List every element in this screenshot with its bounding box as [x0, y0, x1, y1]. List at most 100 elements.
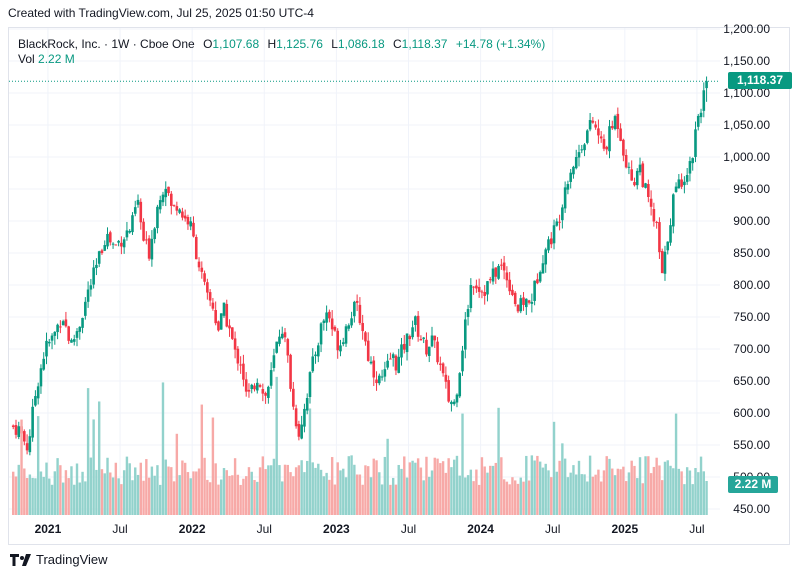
- volume-bar: [638, 457, 642, 515]
- candle-body: [491, 268, 495, 282]
- volume-bar: [322, 476, 326, 515]
- volume-bar: [67, 478, 70, 515]
- volume-bar: [303, 472, 306, 515]
- candle-body: [200, 267, 204, 272]
- candle-body: [608, 126, 611, 152]
- candle-body: [397, 356, 401, 373]
- volume-bar: [292, 476, 295, 515]
- volume-bar: [136, 474, 140, 515]
- y-tick-label: 700.00: [733, 342, 770, 356]
- volume-bar: [489, 465, 492, 515]
- candle-body: [341, 342, 345, 345]
- volume-bar: [652, 466, 656, 515]
- candle-body: [366, 340, 370, 361]
- candle-body: [289, 354, 292, 389]
- chart-frame[interactable]: [8, 27, 790, 545]
- volume-bar: [658, 465, 661, 515]
- volume-bar: [538, 461, 542, 515]
- legend-change-value: +14.78 (+1.34%): [455, 37, 546, 51]
- candle-body: [350, 318, 353, 326]
- candle-body: [408, 336, 412, 340]
- volume-bar: [508, 484, 511, 515]
- volume-bar: [34, 478, 37, 515]
- volume-bar: [569, 472, 572, 515]
- candle-body: [591, 120, 595, 123]
- candle-body: [233, 338, 237, 350]
- volume-bar: [669, 465, 672, 515]
- candle-body: [108, 232, 112, 243]
- volume-bar: [217, 484, 220, 515]
- legend-close-value: 1,118.37: [401, 37, 448, 51]
- candle-body: [308, 372, 312, 397]
- candle-body: [261, 389, 265, 394]
- candle-body: [78, 326, 82, 332]
- volume-bar: [167, 466, 170, 515]
- volume-bar: [389, 484, 392, 515]
- x-tick-label: Jul: [545, 522, 560, 536]
- candle-body: [430, 335, 434, 347]
- tradingview-footer[interactable]: TradingView: [10, 552, 108, 567]
- volume-bar: [286, 464, 289, 515]
- volume-bar: [511, 477, 514, 515]
- volume-bar: [608, 458, 611, 515]
- candle-body: [677, 179, 681, 189]
- candle-body: [527, 300, 531, 303]
- volume-bar: [403, 456, 406, 515]
- candle-body: [516, 304, 520, 312]
- volume-bar: [178, 475, 181, 515]
- volume-bar: [458, 475, 461, 515]
- y-tick-label: 1,050.00: [723, 118, 770, 132]
- volume-bar: [64, 470, 68, 515]
- candle-body: [610, 126, 614, 129]
- candle-body: [544, 249, 548, 265]
- volume-bar: [25, 478, 29, 515]
- candle-body: [666, 241, 670, 251]
- candle-body: [192, 222, 195, 237]
- volume-bar: [583, 474, 586, 515]
- x-tick-label: 2022: [179, 522, 206, 536]
- y-tick-label: 600.00: [733, 406, 770, 420]
- candle-body: [225, 303, 229, 327]
- candle-body: [150, 238, 154, 260]
- volume-bar: [300, 460, 303, 515]
- volume-bar: [636, 478, 639, 515]
- candle-body: [53, 331, 57, 336]
- volume-bar: [14, 476, 18, 515]
- volume-bar: [444, 472, 448, 515]
- volume-bar: [264, 469, 267, 515]
- candle-body: [577, 152, 581, 158]
- volume-bar: [369, 477, 373, 515]
- candle-body: [75, 331, 79, 338]
- candle-body: [691, 158, 695, 164]
- candle-body: [372, 360, 376, 378]
- volume-bar: [383, 456, 387, 515]
- volume-bar: [183, 462, 187, 515]
- volume-bar: [214, 463, 217, 515]
- candle-body: [475, 285, 478, 289]
- volume-label: Vol: [18, 52, 35, 66]
- candle-body: [411, 327, 414, 338]
- candle-body: [364, 332, 367, 342]
- volume-bar: [36, 416, 40, 515]
- volume-bar: [439, 463, 442, 515]
- candle-body: [319, 323, 323, 345]
- candle-body: [536, 279, 539, 284]
- candle-body: [236, 348, 240, 364]
- volume-bar: [53, 471, 57, 515]
- volume-bar: [685, 467, 689, 515]
- volume-bar: [350, 455, 353, 515]
- legend-close-label: C: [392, 37, 402, 51]
- candle-body: [175, 206, 179, 211]
- candle-body: [647, 183, 650, 198]
- candle-body: [633, 182, 636, 186]
- volume-bar: [31, 477, 34, 515]
- volume-bar: [466, 475, 470, 515]
- volume-bar: [447, 458, 450, 515]
- volume-bar: [342, 468, 345, 515]
- candle-body: [280, 333, 284, 339]
- volume-bar: [480, 457, 484, 515]
- candle-body: [97, 251, 101, 264]
- candle-body: [355, 300, 359, 303]
- candle-body: [380, 376, 384, 378]
